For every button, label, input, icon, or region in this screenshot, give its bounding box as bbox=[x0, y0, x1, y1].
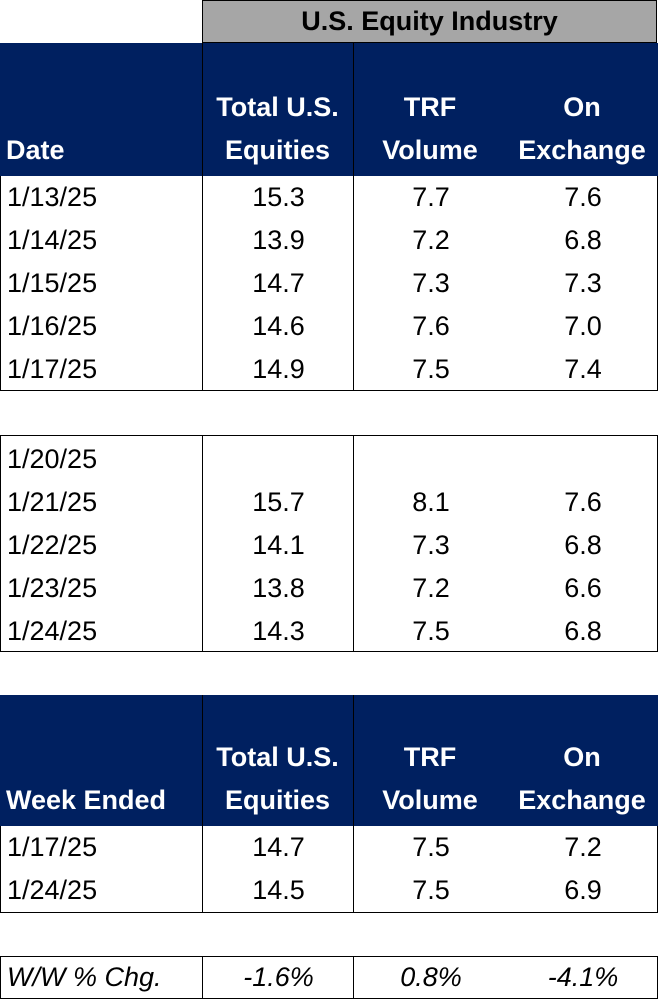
week1-table: 1/13/25 15.3 7.7 7.6 1/14/25 13.9 7.2 6.… bbox=[0, 176, 658, 391]
total-cell: 15.3 bbox=[252, 182, 305, 212]
header-total-equities: Total U.S. Equities bbox=[216, 742, 339, 815]
total-cell: 14.9 bbox=[252, 354, 305, 384]
total-cell: 14.3 bbox=[252, 616, 305, 646]
exchange-cell: 6.8 bbox=[564, 616, 602, 646]
header-total-equities: Total U.S. Equities bbox=[216, 92, 339, 165]
trf-cell: 7.2 bbox=[412, 573, 450, 603]
table-row: 1/24/25 14.5 7.5 6.9 bbox=[1, 869, 658, 912]
trf-cell: 7.3 bbox=[412, 268, 450, 298]
date-cell: 1/21/25 bbox=[7, 487, 98, 517]
header-week-ended: Week Ended bbox=[6, 785, 167, 815]
total-cell: 15.7 bbox=[252, 487, 305, 517]
trf-cell: 7.2 bbox=[412, 225, 450, 255]
trf-cell: 7.5 bbox=[412, 616, 450, 646]
date-cell: 1/17/25 bbox=[7, 832, 98, 862]
trf-cell: 7.7 bbox=[412, 182, 450, 212]
trf-cell: 7.5 bbox=[412, 832, 450, 862]
table-row: 1/13/25 15.3 7.7 7.6 bbox=[1, 176, 658, 219]
table-row: 1/22/25 14.1 7.3 6.8 bbox=[1, 524, 658, 567]
trf-cell: 7.6 bbox=[412, 311, 450, 341]
date-cell: 1/24/25 bbox=[7, 875, 98, 905]
table-row: 1/17/25 14.7 7.5 7.2 bbox=[1, 826, 658, 869]
exchange-cell: 6.9 bbox=[564, 875, 602, 905]
date-cell: 1/15/25 bbox=[7, 268, 98, 298]
exchange-cell: 6.8 bbox=[564, 225, 602, 255]
total-cell: 13.9 bbox=[252, 225, 305, 255]
exchange-cell: 7.3 bbox=[564, 268, 602, 298]
exchange-cell: 6.6 bbox=[564, 573, 602, 603]
header-on-exchange: On Exchange bbox=[518, 742, 646, 815]
total-cell: 14.1 bbox=[252, 530, 305, 560]
week2-table: 1/20/25 1/21/25 15.7 8.1 7.6 1/22/25 14.… bbox=[0, 435, 658, 652]
table-row: 1/15/25 14.7 7.3 7.3 bbox=[1, 262, 658, 305]
table-row: 1/21/25 15.7 8.1 7.6 bbox=[1, 481, 658, 524]
trf-cell: 7.5 bbox=[412, 354, 450, 384]
exchange-cell: 7.0 bbox=[564, 311, 602, 341]
total-cell: 14.5 bbox=[252, 875, 305, 905]
date-cell: 1/23/25 bbox=[7, 573, 98, 603]
table-row: 1/20/25 bbox=[1, 438, 658, 481]
total-cell bbox=[203, 438, 354, 481]
weekly-table: 1/17/25 14.7 7.5 7.2 1/24/25 14.5 7.5 6.… bbox=[0, 826, 658, 913]
exchange-cell bbox=[508, 438, 658, 481]
exchange-cell: 7.6 bbox=[564, 487, 602, 517]
trf-cell bbox=[354, 438, 508, 481]
total-cell: 14.7 bbox=[252, 832, 305, 862]
trf-cell: 7.5 bbox=[412, 875, 450, 905]
exchange-cell: 6.8 bbox=[564, 530, 602, 560]
date-cell: 1/24/25 bbox=[7, 616, 98, 646]
total-cell: 14.7 bbox=[252, 268, 305, 298]
exchange-change: -4.1% bbox=[547, 962, 619, 992]
date-cell: 1/14/25 bbox=[7, 225, 98, 255]
date-cell: 1/13/25 bbox=[7, 182, 98, 212]
table-row: 1/14/25 13.9 7.2 6.8 bbox=[1, 219, 658, 262]
trf-cell: 8.1 bbox=[412, 487, 450, 517]
total-change: -1.6% bbox=[243, 962, 314, 992]
table-row: 1/17/25 14.9 7.5 7.4 bbox=[1, 348, 658, 391]
trf-cell: 7.3 bbox=[412, 530, 450, 560]
header-date: Date bbox=[6, 135, 65, 165]
total-cell: 13.8 bbox=[252, 573, 305, 603]
weekly-table-header: Week Ended Total U.S. Equities TRF Volume … bbox=[0, 695, 658, 826]
header-on-exchange: On Exchange bbox=[518, 92, 646, 165]
change-label: W/W % Chg. bbox=[7, 962, 162, 992]
date-cell: 1/20/25 bbox=[7, 444, 98, 474]
change-row: W/W % Chg. -1.6% 0.8% -4.1% bbox=[0, 956, 658, 999]
total-cell: 14.6 bbox=[252, 311, 305, 341]
date-cell: 1/22/25 bbox=[7, 530, 98, 560]
trf-change: 0.8% bbox=[400, 962, 462, 992]
header-trf-volume: TRF Volume bbox=[382, 92, 478, 165]
exchange-cell: 7.2 bbox=[564, 832, 602, 862]
exchange-cell: 7.4 bbox=[564, 354, 602, 384]
table-row: 1/23/25 13.8 7.2 6.6 bbox=[1, 567, 658, 610]
exchange-cell: 7.6 bbox=[564, 182, 602, 212]
table-row: 1/24/25 14.3 7.5 6.8 bbox=[1, 610, 658, 653]
header-trf-volume: TRF Volume bbox=[382, 742, 478, 815]
table-row: 1/16/25 14.6 7.6 7.0 bbox=[1, 305, 658, 348]
daily-table-header: Date Total U.S. Equities TRF Volume On Exch… bbox=[0, 43, 658, 176]
super-header: U.S. Equity Industry bbox=[202, 0, 657, 43]
date-cell: 1/16/25 bbox=[7, 311, 98, 341]
date-cell: 1/17/25 bbox=[7, 354, 98, 384]
